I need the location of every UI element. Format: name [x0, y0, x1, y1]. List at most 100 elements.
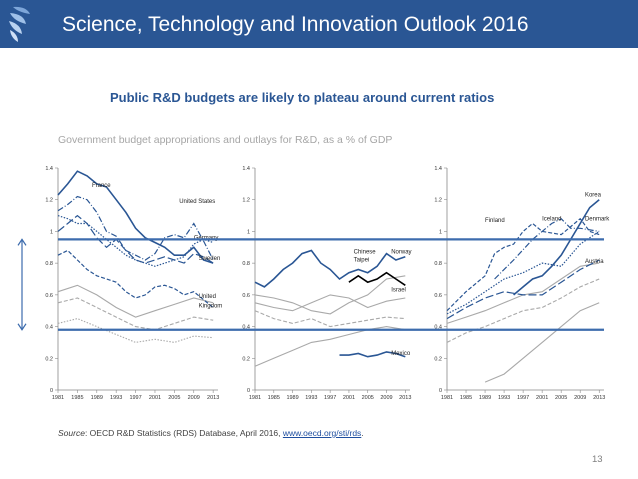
x-tick-label: 2013: [593, 395, 605, 401]
series-line-united-states: [57, 195, 214, 261]
y-tick-label: 1: [439, 229, 442, 235]
series-line-denmark: [446, 230, 600, 315]
y-tick-label: 0.4: [45, 325, 53, 331]
x-tick-label: 2001: [149, 395, 161, 401]
series-line-other-1: [57, 284, 214, 318]
y-tick-label: 1.4: [45, 166, 53, 172]
x-tick-label: 1993: [110, 395, 122, 401]
x-tick-label: 1997: [517, 395, 529, 401]
series-line-sweden: [57, 214, 214, 264]
range-arrow-bottom: [17, 323, 27, 331]
series-line-norway: [254, 249, 406, 288]
y-tick-label: 1: [247, 229, 250, 235]
source-note: Source: OECD R&D Statistics (RDS) Databa…: [58, 428, 364, 438]
y-tick-label: 0.6: [434, 293, 442, 299]
x-tick-label: 1997: [129, 395, 141, 401]
y-tick-label: 1.2: [45, 198, 53, 204]
series-label: United: [199, 294, 216, 300]
series-line-chinese-taipei: [348, 271, 406, 286]
series-label: Finland: [485, 218, 505, 224]
y-tick-label: 0.8: [242, 261, 250, 267]
series-line-other-2: [57, 297, 214, 331]
series-line-other-4: [254, 326, 406, 367]
series-label: Norway: [391, 250, 411, 256]
x-tick-label: 2009: [188, 395, 200, 401]
x-tick-label: 2001: [536, 395, 548, 401]
y-tick-label: 0.4: [242, 325, 250, 331]
series-label: Denmark: [585, 216, 610, 222]
y-tick-label: 0.6: [45, 293, 53, 299]
x-tick-label: 1989: [91, 395, 103, 401]
y-tick-label: 0: [439, 388, 442, 394]
slide-subtitle: Public R&D budgets are likely to plateau…: [110, 90, 495, 105]
header-bar: Science, Technology and Innovation Outlo…: [0, 0, 638, 48]
series-label: Mexico: [391, 351, 411, 357]
range-arrow-top: [17, 238, 27, 246]
x-tick-label: 1993: [305, 395, 317, 401]
y-tick-label: 0.2: [242, 356, 250, 362]
x-tick-label: 2009: [574, 395, 586, 401]
series-label: Sweden: [199, 256, 221, 262]
series-line-austria: [446, 259, 600, 320]
y-tick-label: 0.8: [45, 261, 53, 267]
x-tick-label: 1993: [498, 395, 510, 401]
series-line-other-3: [57, 318, 214, 343]
source-link[interactable]: www.oecd.org/sti/rds: [282, 428, 362, 438]
y-tick-label: 0: [50, 388, 53, 394]
series-label: Austria: [585, 259, 604, 265]
y-tick-label: 1.4: [434, 166, 442, 172]
series-line-united-kingdom: [57, 249, 214, 308]
x-tick-label: 1985: [460, 395, 472, 401]
page-number: 13: [592, 454, 603, 465]
page-title: Science, Technology and Innovation Outlo…: [62, 13, 529, 36]
series-line-mexico: [339, 351, 406, 358]
x-tick-label: 2001: [343, 395, 355, 401]
x-tick-label: 2005: [555, 395, 567, 401]
series-line-other-1: [254, 275, 406, 315]
y-tick-label: 0.2: [45, 356, 53, 362]
series-label: Korea: [585, 193, 602, 199]
y-tick-label: 0.8: [434, 261, 442, 267]
y-tick-label: 0.6: [242, 293, 250, 299]
x-tick-label: 1989: [286, 395, 298, 401]
series-label: Kingdom: [199, 304, 223, 310]
x-tick-label: 1981: [249, 395, 261, 401]
panel-growing: 0 0.2 0.4 0.6 0.8 1 1.2 1.4 1981 1985 1989 1993 1997…: [434, 166, 610, 401]
oecd-logo-icon: [9, 6, 30, 42]
series-line-other-2: [254, 294, 406, 312]
y-tick-label: 0: [247, 388, 250, 394]
source-label: Source: [58, 428, 85, 438]
series-label: United States: [179, 199, 215, 205]
series-line-korea: [513, 199, 600, 296]
series-label: Iceland: [542, 216, 561, 222]
series-label: Taipei: [354, 258, 370, 264]
y-tick-label: 0.4: [434, 325, 442, 331]
y-tick-label: 1.4: [242, 166, 250, 172]
y-tick-label: 1: [50, 229, 53, 235]
source-end: .: [361, 428, 364, 438]
y-tick-label: 0.2: [434, 356, 442, 362]
x-tick-label: 1985: [71, 395, 83, 401]
x-tick-label: 1981: [52, 395, 64, 401]
series-line-germany: [57, 215, 214, 267]
series-line-iceland: [494, 217, 600, 280]
series-label: Israel: [391, 288, 406, 294]
panel-stable: 0 0.2 0.4 0.6 0.8 1 1.2 1.4 1981 1985 1989 1993 1997…: [242, 166, 411, 401]
series-line-france: [57, 170, 214, 264]
x-tick-label: 1989: [479, 395, 491, 401]
panel-big-spenders: 0 0.2 0.4 0.6 0.8 1 1.2 1.4 1981 1985 1989 1993 1997…: [45, 166, 222, 401]
x-tick-label: 1997: [324, 395, 336, 401]
series-line-other-3: [254, 310, 406, 328]
x-tick-label: 1981: [441, 395, 453, 401]
y-tick-label: 1.2: [434, 198, 442, 204]
x-tick-label: 2005: [362, 395, 374, 401]
x-tick-label: 2005: [168, 395, 180, 401]
x-tick-label: 2013: [399, 395, 411, 401]
chart-note: Government budget appropriations and out…: [58, 134, 393, 146]
x-tick-label: 1985: [268, 395, 280, 401]
series-line-finland: [446, 217, 600, 312]
highlight-overlay: [17, 238, 604, 331]
series-line-other-3: [484, 302, 600, 383]
chart-area: 0 0.2 0.4 0.6 0.8 1 1.2 1.4 1981 1985 1989 1993 1997…: [17, 166, 610, 401]
x-tick-label: 2013: [207, 395, 219, 401]
